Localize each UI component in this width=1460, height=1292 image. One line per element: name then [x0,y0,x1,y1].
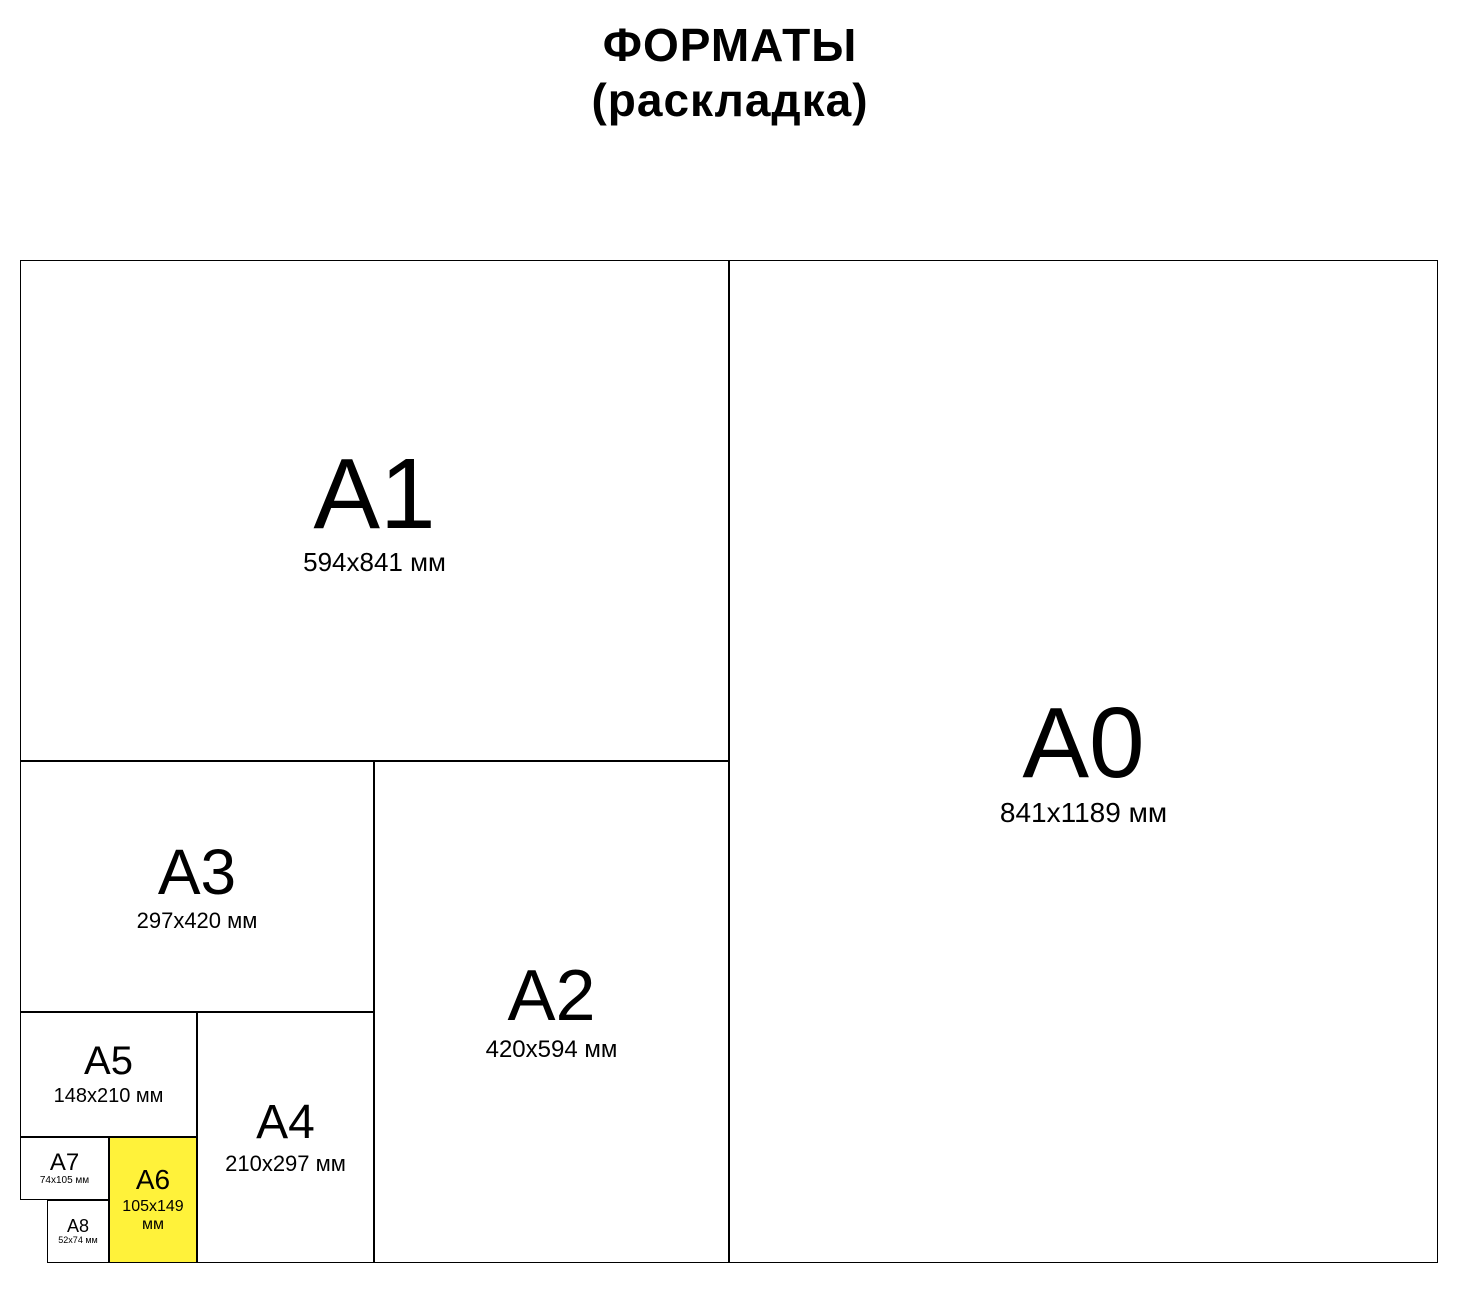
box-a2: A2 420x594 мм [374,761,729,1263]
dims-a3: 297x420 мм [137,908,258,933]
dims-a8: 52x74 мм [58,1235,97,1245]
box-a8: A8 52x74 мм [47,1200,109,1263]
label-a7: A7 [50,1151,79,1175]
label-a8: A8 [67,1217,89,1235]
title-line1: ФОРМАТЫ [0,18,1460,73]
dims-a1: 594x841 мм [303,548,446,578]
dims-a6: 105x149 мм [112,1198,194,1235]
label-a0: A0 [1022,693,1144,793]
dims-a7: 74x105 мм [40,1175,89,1187]
box-a0: A0 841x1189 мм [729,260,1438,1263]
box-a7: A7 74x105 мм [20,1137,109,1200]
box-a3: A3 297x420 мм [20,761,374,1012]
label-a2: A2 [507,960,595,1032]
title-line2: (раскладка) [0,73,1460,128]
box-a1: A1 594x841 мм [20,260,729,761]
label-a6: A6 [136,1166,170,1194]
label-a4: A4 [256,1099,315,1147]
dims-a0: 841x1189 мм [1000,797,1167,829]
title-block: ФОРМАТЫ (раскладка) [0,18,1460,128]
box-a5: A5 148x210 мм [20,1012,197,1137]
label-a3: A3 [158,840,236,904]
dims-a2: 420x594 мм [486,1036,618,1064]
dims-a5: 148x210 мм [54,1085,164,1108]
box-a4: A4 210x297 мм [197,1012,374,1263]
box-a6: A6 105x149 мм [109,1137,197,1263]
paper-size-diagram: A0 841x1189 мм A1 594x841 мм A2 420x594 … [20,260,1438,1263]
dims-a4: 210x297 мм [225,1151,346,1176]
label-a1: A1 [313,444,435,544]
label-a5: A5 [84,1041,133,1081]
page: ФОРМАТЫ (раскладка) A0 841x1189 мм A1 59… [0,0,1460,1292]
